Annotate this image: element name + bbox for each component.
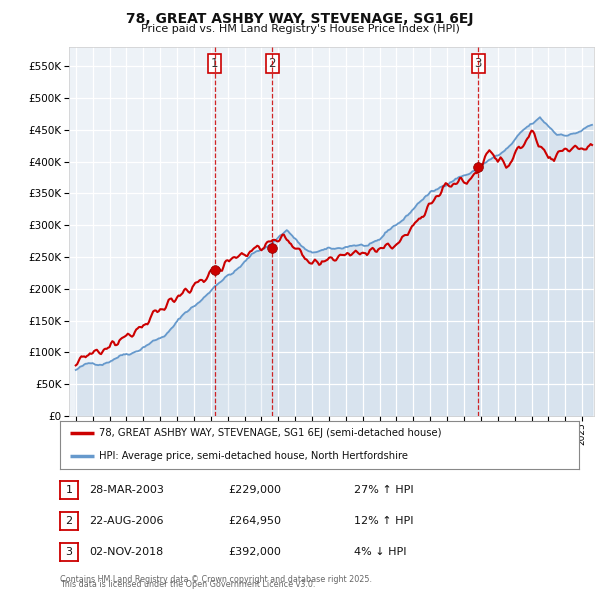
Text: 02-NOV-2018: 02-NOV-2018 <box>89 547 163 556</box>
Text: £229,000: £229,000 <box>228 486 281 495</box>
Text: 1: 1 <box>65 486 73 495</box>
Text: 4% ↓ HPI: 4% ↓ HPI <box>354 547 407 556</box>
Text: 12% ↑ HPI: 12% ↑ HPI <box>354 516 413 526</box>
Text: This data is licensed under the Open Government Licence v3.0.: This data is licensed under the Open Gov… <box>60 581 316 589</box>
Text: Price paid vs. HM Land Registry's House Price Index (HPI): Price paid vs. HM Land Registry's House … <box>140 24 460 34</box>
Text: HPI: Average price, semi-detached house, North Hertfordshire: HPI: Average price, semi-detached house,… <box>99 451 408 461</box>
Text: £264,950: £264,950 <box>228 516 281 526</box>
Text: Contains HM Land Registry data © Crown copyright and database right 2025.: Contains HM Land Registry data © Crown c… <box>60 575 372 584</box>
Text: 3: 3 <box>65 547 73 556</box>
Text: 27% ↑ HPI: 27% ↑ HPI <box>354 486 413 495</box>
Text: 78, GREAT ASHBY WAY, STEVENAGE, SG1 6EJ: 78, GREAT ASHBY WAY, STEVENAGE, SG1 6EJ <box>126 12 474 26</box>
Text: 2: 2 <box>268 57 276 70</box>
Text: 3: 3 <box>475 57 482 70</box>
Text: £392,000: £392,000 <box>228 547 281 556</box>
Text: 1: 1 <box>211 57 218 70</box>
Text: 78, GREAT ASHBY WAY, STEVENAGE, SG1 6EJ (semi-detached house): 78, GREAT ASHBY WAY, STEVENAGE, SG1 6EJ … <box>99 428 442 438</box>
Text: 22-AUG-2006: 22-AUG-2006 <box>89 516 163 526</box>
Text: 2: 2 <box>65 516 73 526</box>
Text: 28-MAR-2003: 28-MAR-2003 <box>89 486 164 495</box>
